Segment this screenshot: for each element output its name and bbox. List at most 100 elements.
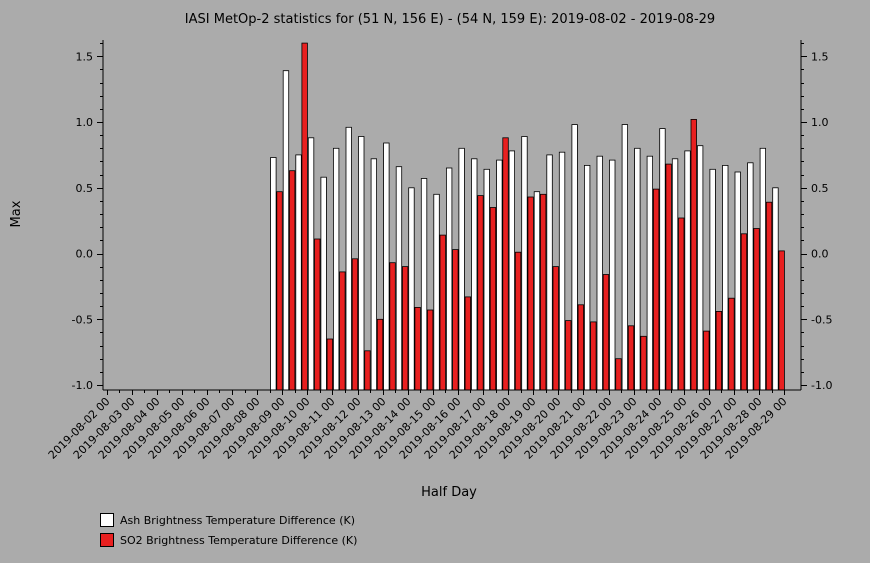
bar-so2 <box>514 251 522 391</box>
y-tick-label-left: 0.5 <box>76 182 94 195</box>
bar-ash <box>420 178 428 391</box>
bar-ash <box>621 124 628 391</box>
bar-ash <box>646 155 653 391</box>
y-tick-label-left: 1.0 <box>76 116 94 129</box>
bar-ash <box>496 159 503 391</box>
bar-so2 <box>477 195 484 391</box>
bar-ash <box>471 158 478 391</box>
bar-so2 <box>376 318 384 391</box>
y-tick-label-right: -0.5 <box>811 313 832 326</box>
legend-label-ash: Ash Brightness Temperature Difference (K… <box>120 513 355 527</box>
bar-so2 <box>565 320 572 391</box>
y-tick-label-right: 1.0 <box>811 116 829 129</box>
bar-so2 <box>502 137 509 391</box>
bar-so2 <box>489 207 497 391</box>
y-axis-label: Max <box>9 200 24 227</box>
bar-ash <box>395 166 403 391</box>
bar-so2 <box>401 266 409 391</box>
bar-so2 <box>577 304 584 391</box>
bar-ash <box>584 164 591 391</box>
bar-so2 <box>740 233 748 391</box>
bar-so2 <box>627 325 635 391</box>
y-tick-label-right: -1.0 <box>811 379 832 392</box>
bar-ash <box>307 137 315 391</box>
bars <box>270 42 785 391</box>
y-tick-label-left: -0.5 <box>72 313 93 326</box>
bar-ash <box>383 142 390 391</box>
bar-ash <box>332 147 340 391</box>
bar-ash <box>295 154 302 391</box>
bar-so2 <box>389 262 396 391</box>
bar-so2 <box>590 321 597 391</box>
bar-so2 <box>527 196 534 391</box>
chart-title: IASI MetOp-2 statistics for (51 N, 156 E… <box>185 12 715 27</box>
bar-so2 <box>678 217 685 391</box>
bar-ash <box>709 168 716 391</box>
bar-ash <box>697 145 704 391</box>
bar-ash <box>358 136 365 391</box>
y-axis-left: 1.5 1.0 0.5 0.0 -0.5 -1.0 <box>72 43 103 392</box>
bar-ash <box>747 162 754 391</box>
bar-ash <box>370 158 378 391</box>
y-tick-label-right: 0.5 <box>811 182 829 195</box>
bar-so2 <box>288 170 296 391</box>
bar-so2 <box>314 238 321 391</box>
bar-so2 <box>540 193 547 391</box>
bar-so2 <box>464 296 472 391</box>
bar-ash <box>546 154 553 391</box>
bar-ash <box>521 136 528 391</box>
bar-ash <box>445 167 453 391</box>
bar-ash <box>609 159 616 391</box>
bar-so2 <box>653 188 660 391</box>
bar-so2 <box>690 119 697 391</box>
bar-so2 <box>301 42 308 391</box>
bar-ash <box>671 158 679 391</box>
y-axis-right: 1.5 1.0 0.5 0.0 -0.5 -1.0 <box>801 43 832 392</box>
bar-so2 <box>552 266 559 391</box>
bar-so2 <box>414 306 421 391</box>
legend-item-ash: Ash Brightness Temperature Difference (K… <box>100 513 355 527</box>
bar-so2 <box>728 297 735 391</box>
bar-ash <box>320 176 327 391</box>
bar-ash <box>759 147 766 391</box>
bar-ash <box>659 128 666 391</box>
bar-so2 <box>426 309 434 391</box>
bar-ash <box>571 124 578 391</box>
legend-label-so2: SO2 Brightness Temperature Difference (K… <box>120 533 358 547</box>
bar-ash <box>408 187 415 391</box>
bar-ash <box>734 171 741 391</box>
x-axis-label: Half Day <box>421 485 477 500</box>
bar-so2 <box>640 335 647 391</box>
bar-ash <box>282 70 290 391</box>
bar-ash <box>684 150 691 391</box>
bar-so2 <box>778 250 785 391</box>
legend-swatch-ash <box>100 513 114 527</box>
bar-so2 <box>364 350 371 391</box>
bar-so2 <box>715 310 722 391</box>
y-tick-label-left: 0.0 <box>76 248 94 261</box>
bar-ash <box>634 147 641 391</box>
bar-ash <box>458 147 465 391</box>
bar-so2 <box>602 274 610 391</box>
bar-so2 <box>351 258 359 391</box>
legend-item-so2: SO2 Brightness Temperature Difference (K… <box>100 533 357 547</box>
bar-ash <box>345 126 352 391</box>
bar-ash <box>596 155 603 391</box>
bar-ash <box>722 164 729 391</box>
bar-ash <box>508 150 516 391</box>
y-tick-label-right: 0.0 <box>811 248 829 261</box>
bar-so2 <box>326 338 334 391</box>
y-tick-label-right: 1.5 <box>811 50 829 63</box>
y-tick-label-left: 1.5 <box>76 50 94 63</box>
bar-so2 <box>276 191 283 391</box>
bar-so2 <box>665 163 672 391</box>
legend-swatch-so2 <box>100 533 114 547</box>
y-tick-label-left: -1.0 <box>72 379 93 392</box>
bar-ash <box>270 157 277 391</box>
bar-ash <box>533 191 541 391</box>
bar-so2 <box>439 234 446 391</box>
bar-ash <box>558 151 566 391</box>
bar-ash <box>772 187 779 391</box>
bar-so2 <box>753 228 760 391</box>
